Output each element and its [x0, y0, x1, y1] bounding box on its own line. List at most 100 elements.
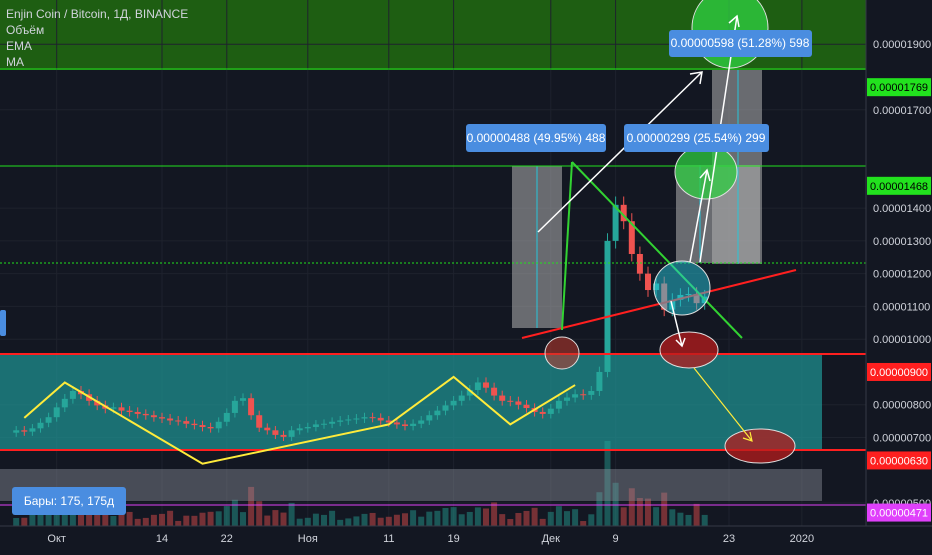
indicator-volume[interactable]: Объём	[6, 23, 45, 37]
candle-body	[29, 428, 36, 432]
volume-bar	[321, 514, 327, 526]
candle-body	[280, 434, 287, 437]
x-tick-label: Ноя	[298, 533, 318, 545]
volume-bar	[134, 518, 141, 526]
candle-body	[150, 415, 157, 418]
volume-bar	[353, 516, 360, 526]
y-tick-label: 0.00001400	[873, 203, 931, 215]
volume-bar	[377, 517, 384, 526]
price-label-text: 0.00000900	[870, 367, 928, 379]
resistance-trendline	[571, 161, 743, 339]
price-label-text: 0.00001769	[870, 82, 928, 94]
candle-body	[231, 400, 238, 413]
candle-body	[636, 253, 643, 274]
volume-bar	[337, 519, 344, 526]
volume-bar	[296, 518, 303, 526]
candle-body	[418, 420, 425, 424]
candle-body	[337, 420, 344, 422]
volume-bar	[199, 512, 206, 526]
measure-label-1: 0.00000488 (49.95%) 488	[466, 124, 606, 152]
candle-body	[94, 400, 101, 406]
volume-bar	[110, 515, 117, 526]
candle-body	[596, 371, 603, 391]
volume-bar	[466, 511, 473, 526]
volume-bar	[531, 507, 538, 526]
volume-bar	[410, 510, 417, 526]
volume-bar	[223, 506, 230, 526]
candle-body	[288, 430, 295, 437]
x-tick-label: 22	[221, 533, 233, 545]
symbol-title[interactable]: Enjin Coin / Bitcoin, 1Д, BINANCE	[6, 7, 189, 21]
candle-body	[159, 417, 165, 419]
candle-body	[426, 415, 433, 421]
chart-legend: Enjin Coin / Bitcoin, 1Д, BINANCE Объём …	[6, 6, 188, 70]
left-edge-tab[interactable]	[0, 310, 6, 336]
measure-label-1-text: 0.00000488 (49.95%) 488	[467, 131, 606, 145]
volume-bar	[361, 513, 368, 526]
volume-bar	[564, 511, 570, 526]
volume-bar	[272, 510, 279, 526]
volume-bar	[280, 512, 287, 526]
volume-bar	[248, 486, 255, 526]
x-tick-label: 14	[156, 533, 168, 545]
x-tick-label: Окт	[47, 533, 66, 545]
candle-body	[564, 397, 570, 401]
x-tick-label: 11	[383, 533, 394, 545]
indicator-ma[interactable]: MA	[6, 55, 24, 69]
x-tick-label: 19	[447, 533, 459, 545]
price-label-box	[867, 362, 931, 381]
volume-bar	[661, 492, 668, 526]
volume-bar	[450, 507, 457, 526]
time-axis-ticks[interactable]: Окт 14 22 Ноя 11 19 Дек 9 23 2020	[47, 533, 814, 545]
measure-label-3: 0.00000598 (51.28%) 598	[669, 30, 812, 57]
volume-bar	[231, 499, 238, 526]
volume-bar	[264, 515, 271, 526]
price-label-text: 0.00000471	[870, 508, 928, 520]
volume-bar	[207, 511, 214, 526]
y-tick-label: 0.00000800	[873, 400, 931, 412]
x-tick-label: 23	[723, 533, 735, 545]
volume-bar	[167, 510, 174, 526]
volume-bar	[669, 509, 676, 526]
y-tick-label: 0.00001300	[873, 236, 931, 248]
candle-body	[377, 417, 384, 421]
x-tick-label: 2020	[790, 533, 814, 545]
volume-bar	[515, 513, 522, 526]
candle-body	[474, 382, 481, 390]
volume-bar	[102, 514, 109, 526]
volume-bar	[426, 511, 433, 526]
price-axis-ticks: 0.00001900 0.00001700 0.00001400 0.00001300…	[873, 39, 931, 510]
candle-body	[491, 387, 498, 396]
volume-bar	[21, 517, 28, 526]
volume-bar	[215, 511, 222, 526]
candle-body	[539, 411, 546, 414]
measure-label-2: 0.00000299 (25.54%) 299	[624, 124, 769, 152]
volume-bars	[13, 441, 708, 526]
candle-body	[321, 423, 327, 425]
volume-bar	[604, 441, 611, 526]
volume-bar	[434, 510, 441, 526]
volume-bar	[677, 512, 684, 526]
down-target-circle	[659, 331, 719, 369]
candle-body	[199, 425, 206, 428]
candle-body	[620, 204, 627, 222]
volume-bar	[483, 508, 489, 526]
volume-bar	[61, 507, 68, 526]
candle-body	[312, 424, 319, 428]
volume-bar	[385, 516, 392, 526]
candle-body	[191, 423, 198, 426]
volume-bar	[458, 514, 465, 526]
volume-bar	[191, 515, 198, 526]
candle-body	[361, 417, 368, 419]
candle-body	[345, 419, 352, 421]
price-label-text: 0.00001468	[870, 181, 928, 193]
candle-body	[450, 400, 457, 406]
candle-body	[466, 389, 473, 396]
y-tick-label: 0.00001200	[873, 269, 931, 281]
candle-body	[515, 401, 522, 405]
indicator-ema[interactable]: EMA	[6, 39, 33, 53]
volume-bar	[693, 503, 700, 526]
volume-bar	[13, 518, 20, 526]
price-label-box	[867, 503, 931, 522]
